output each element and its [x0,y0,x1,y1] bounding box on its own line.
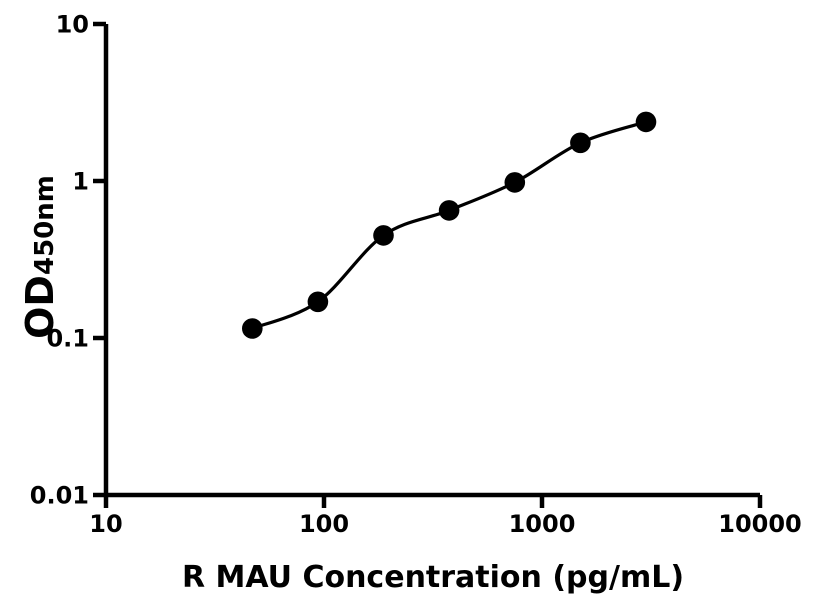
data-point [635,111,657,133]
data-point [307,291,329,313]
x-tick-label: 100 [299,510,349,538]
data-point [373,225,394,246]
x-tick-label: 1000 [509,510,576,538]
x-axis-title: R MAU Concentration (pg/mL) [181,560,685,595]
y-axis-title: OD450nm [18,175,62,339]
y-tick-label: 10 [56,11,89,39]
y-axis-title-subscript: 450nm [30,175,60,276]
y-tick-label: 1 [72,168,89,196]
data-point [242,318,263,339]
x-tick-label: 10000 [718,510,802,538]
data-point [438,200,460,221]
data-point [504,172,526,193]
data-point [570,132,591,154]
axis-lines [103,24,760,498]
y-axis-title-main: OD [18,275,62,339]
x-tick-label: 10 [89,510,122,538]
y-tick-label: 0.01 [30,482,89,510]
y-tick-label: 0.1 [46,325,89,353]
